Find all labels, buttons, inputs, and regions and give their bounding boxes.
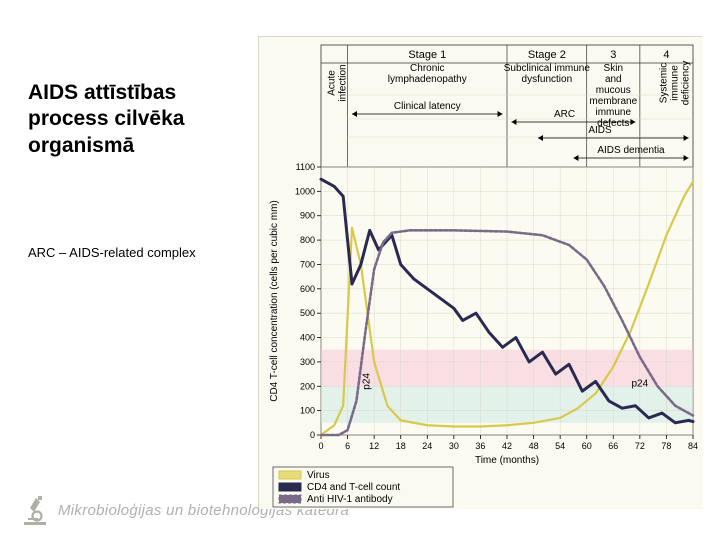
svg-text:36: 36	[475, 441, 485, 451]
svg-text:p24: p24	[632, 378, 649, 389]
arc-definition: ARC – AIDS-related complex	[28, 245, 196, 260]
svg-text:600: 600	[300, 284, 315, 294]
svg-text:1000: 1000	[295, 186, 315, 196]
svg-text:30: 30	[449, 441, 459, 451]
svg-text:Virus: Virus	[307, 470, 330, 481]
svg-text:AIDS dementia: AIDS dementia	[597, 145, 665, 156]
svg-text:78: 78	[661, 441, 671, 451]
svg-text:100: 100	[300, 406, 315, 416]
svg-text:54: 54	[555, 441, 565, 451]
svg-text:66: 66	[608, 441, 618, 451]
svg-text:300: 300	[300, 357, 315, 367]
svg-text:72: 72	[635, 441, 645, 451]
svg-text:Systemicimmunedeficiency: Systemicimmunedeficiency	[658, 61, 691, 105]
svg-text:42: 42	[502, 441, 512, 451]
svg-text:48: 48	[529, 441, 539, 451]
svg-text:900: 900	[300, 211, 315, 221]
svg-text:4: 4	[663, 49, 669, 61]
svg-text:CD4 T-cell concentration (cell: CD4 T-cell concentration (cells per cubi…	[269, 200, 280, 402]
svg-text:0: 0	[318, 441, 323, 451]
chart-svg: Stage 1Stage 234AcuteinfectionChroniclym…	[259, 37, 703, 509]
page-title: AIDS attīstības process cilvēka organism…	[28, 80, 248, 159]
svg-text:800: 800	[300, 235, 315, 245]
svg-text:Time (months): Time (months)	[475, 455, 539, 466]
svg-text:p24: p24	[362, 373, 373, 390]
svg-text:1100: 1100	[296, 162, 315, 172]
svg-text:400: 400	[300, 333, 315, 343]
svg-text:500: 500	[300, 308, 315, 318]
svg-text:CD4 and T-cell count: CD4 and T-cell count	[307, 482, 400, 493]
svg-text:700: 700	[300, 259, 315, 269]
svg-text:200: 200	[300, 381, 315, 391]
svg-text:24: 24	[422, 441, 432, 451]
svg-text:Stage 2: Stage 2	[528, 49, 566, 61]
svg-text:84: 84	[688, 441, 698, 451]
microscope-icon	[22, 494, 48, 526]
svg-text:18: 18	[396, 441, 406, 451]
svg-text:3: 3	[610, 49, 616, 61]
svg-text:Clinical latency: Clinical latency	[394, 101, 461, 112]
aids-progression-chart: Stage 1Stage 234AcuteinfectionChroniclym…	[258, 36, 702, 508]
svg-text:6: 6	[345, 441, 350, 451]
svg-text:12: 12	[369, 441, 379, 451]
svg-text:60: 60	[582, 441, 592, 451]
svg-text:AIDS: AIDS	[588, 125, 612, 136]
svg-text:Stage 1: Stage 1	[408, 49, 446, 61]
svg-text:Anti HIV-1 antibody: Anti HIV-1 antibody	[307, 494, 393, 505]
svg-text:ARC: ARC	[554, 109, 575, 120]
svg-text:0: 0	[310, 430, 315, 440]
